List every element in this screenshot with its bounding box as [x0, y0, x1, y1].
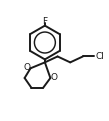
Text: O: O: [51, 73, 58, 82]
Text: F: F: [42, 17, 47, 26]
Text: O: O: [23, 63, 30, 72]
Text: Cl: Cl: [96, 52, 104, 61]
